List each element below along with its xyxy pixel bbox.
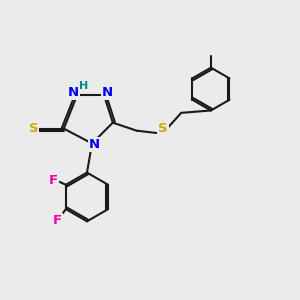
Text: S: S <box>29 122 38 134</box>
Text: F: F <box>49 174 58 187</box>
Text: H: H <box>80 80 88 91</box>
Text: N: N <box>102 86 113 99</box>
Text: N: N <box>89 138 100 151</box>
Text: S: S <box>158 122 168 135</box>
Text: N: N <box>68 86 79 99</box>
Text: F: F <box>53 214 62 227</box>
